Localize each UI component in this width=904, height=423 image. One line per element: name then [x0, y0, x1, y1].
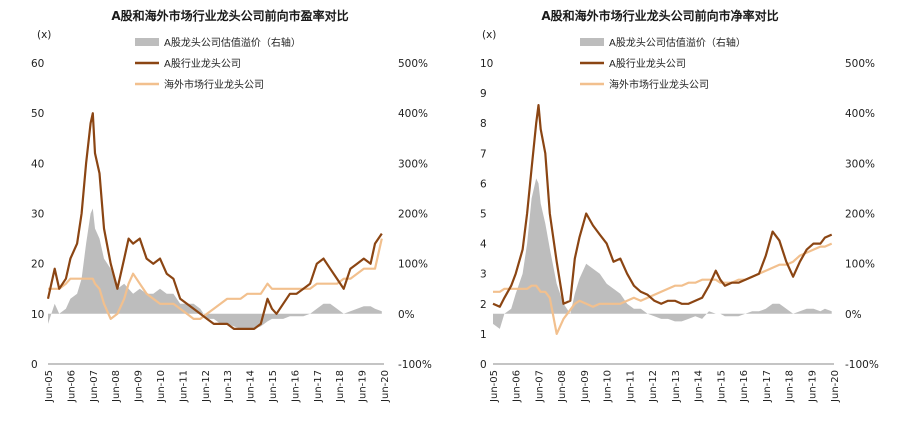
y-tick-label: 40 [31, 158, 44, 170]
legend-label: 海外市场行业龙头公司 [609, 78, 709, 91]
y-tick-label: 9 [480, 88, 487, 100]
y-tick-label: 10 [31, 309, 44, 321]
y2-tick-label: 400% [398, 108, 428, 120]
a-share-leader-line [46, 112, 383, 330]
y2-tick-label: 100% [845, 259, 875, 271]
x-tick-label: Jun-13 [223, 370, 234, 403]
x-tick-label: Jun-17 [313, 370, 324, 403]
x-tick-label: Jun-18 [335, 370, 346, 403]
x-tick-label: Jun-06 [66, 370, 77, 403]
x-tick-label: Jun-16 [290, 370, 301, 403]
y-tick-label: 0 [480, 359, 487, 371]
y2-tick-label: 0% [845, 309, 862, 321]
x-tick-label: Jun-05 [489, 370, 500, 403]
premium-area-series [48, 208, 382, 329]
chart-panel-1: A股和海外市场行业龙头公司前向市盈率对比 (x) 0 10 20 30 40 50 60 -100… [31, 8, 432, 403]
x-tick-label: Jun-19 [807, 370, 818, 403]
y2-tick-label: 300% [398, 158, 428, 170]
y-tick-label: 6 [480, 178, 487, 190]
y-axis-unit-label: (x) [37, 29, 51, 41]
x-tick-label: Jun-14 [694, 370, 705, 403]
y-tick-label: 5 [480, 209, 487, 221]
y2-tick-label: 500% [398, 58, 428, 70]
y-tick-label: 10 [480, 58, 493, 70]
overseas-leader-line [493, 242, 833, 335]
x-tick-label: Jun-11 [178, 370, 189, 403]
x-tick-label: Jun-10 [156, 370, 167, 403]
x-tick-label: Jun-15 [716, 370, 727, 403]
x-tick-label: Jun-11 [625, 370, 636, 403]
premium-area-series [493, 178, 832, 329]
y2-tick-label: 0% [398, 309, 415, 321]
legend-label: A股龙头公司估值溢价（右轴） [609, 36, 746, 49]
x-tick-label: Jun-19 [358, 370, 369, 403]
y2-tick-label: 300% [845, 158, 875, 170]
legend-swatch-premium [135, 38, 159, 46]
y2-tick-label: 200% [845, 209, 875, 221]
y-tick-label: 4 [480, 239, 487, 251]
x-tick-label: Jun-08 [557, 370, 568, 403]
y-tick-label: 8 [480, 118, 487, 130]
x-tick-label: Jun-07 [89, 370, 100, 403]
x-tick-label: Jun-14 [246, 370, 257, 403]
y-tick-label: 20 [31, 259, 44, 271]
legend-label: A股龙头公司估值溢价（右轴） [164, 36, 301, 49]
chart-title: A股和海外市场行业龙头公司前向市盈率对比 [111, 8, 348, 23]
x-tick-label: Jun-13 [671, 370, 682, 403]
x-tick-label: Jun-06 [512, 370, 523, 403]
x-tick-label: Jun-09 [134, 370, 145, 403]
y2-tick-label: 500% [845, 58, 875, 70]
y-tick-label: 2 [480, 299, 487, 311]
y-tick-label: 3 [480, 269, 487, 281]
x-tick-label: Jun-09 [580, 370, 591, 403]
x-tick-label: Jun-16 [739, 370, 750, 403]
y2-tick-label: 200% [398, 209, 428, 221]
y2-tick-label: 400% [845, 108, 875, 120]
x-tick-label: Jun-17 [762, 370, 773, 403]
x-tick-label: Jun-20 [380, 370, 391, 403]
x-tick-label: Jun-10 [603, 370, 614, 403]
x-tick-label: Jun-05 [44, 370, 55, 403]
chart-title: A股和海外市场行业龙头公司前向市净率对比 [541, 8, 778, 23]
y-tick-label: 0 [31, 359, 38, 371]
y-axis-unit-label: (x) [482, 29, 496, 41]
x-tick-label: Jun-08 [111, 370, 122, 403]
y2-tick-label: -100% [845, 359, 879, 371]
y-tick-label: 30 [31, 209, 44, 221]
legend-label: A股行业龙头公司 [609, 57, 686, 70]
x-tick-label: Jun-12 [201, 370, 212, 403]
legend-label: A股行业龙头公司 [164, 57, 241, 70]
x-tick-label: Jun-15 [268, 370, 279, 403]
a-share-leader-line [492, 104, 833, 308]
y2-tick-label: 100% [398, 259, 428, 271]
y-tick-label: 1 [480, 329, 487, 341]
x-tick-label: Jun-12 [648, 370, 659, 403]
x-tick-label: Jun-18 [785, 370, 796, 403]
x-tick-label: Jun-20 [830, 370, 841, 403]
chart-panel-2: A股和海外市场行业龙头公司前向市净率对比 (x) 0 1 2 3 4 5 6 7 8 9 10 -100%… [480, 8, 879, 403]
legend-swatch-premium [580, 38, 604, 46]
y-tick-label: 60 [31, 58, 44, 70]
y-tick-label: 7 [480, 148, 487, 160]
legend-label: 海外市场行业龙头公司 [164, 78, 264, 91]
y-tick-label: 50 [31, 108, 44, 120]
y2-tick-label: -100% [398, 359, 432, 371]
x-tick-label: Jun-07 [535, 370, 546, 403]
